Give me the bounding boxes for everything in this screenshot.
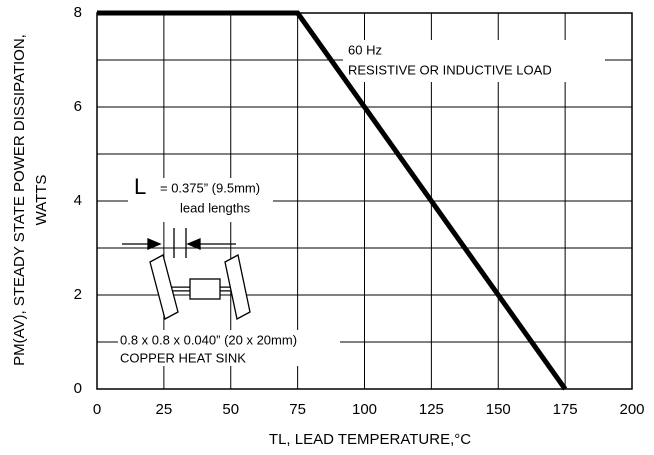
annotation: 0.8 x 0.8 x 0.040” (20 x 20mm): [120, 332, 297, 347]
x-tick-label: 200: [619, 401, 644, 418]
y-tick-label: 6: [74, 98, 82, 115]
y-tick-label: 0: [74, 380, 82, 397]
y-axis-title: PM(AV), STEADY STATE POWER DISSIPATION,: [11, 34, 28, 366]
y-tick-label: 8: [74, 4, 82, 21]
x-tick-label: 25: [156, 401, 173, 418]
x-tick-label: 175: [553, 401, 578, 418]
annotation-background: [128, 178, 273, 222]
annotation: lead lengths: [180, 200, 251, 215]
annotation-background: [118, 330, 340, 366]
annotation: 60 Hz: [348, 42, 382, 57]
annotation: = 0.375” (9.5mm): [160, 180, 260, 195]
x-tick-label: 100: [352, 401, 377, 418]
annotation-background: [343, 40, 605, 82]
annotation: L: [134, 174, 146, 199]
x-axis-title: TL, LEAD TEMPERATURE,°C: [269, 431, 471, 448]
x-tick-label: 0: [93, 401, 101, 418]
x-tick-label: 50: [222, 401, 239, 418]
x-tick-label: 150: [486, 401, 511, 418]
plot-border: [96, 12, 633, 390]
diode-diagram: [122, 228, 251, 320]
x-tick-label: 75: [289, 401, 306, 418]
annotation: COPPER HEAT SINK: [120, 350, 246, 365]
annotation: RESISTIVE OR INDUCTIVE LOAD: [348, 62, 552, 77]
y-tick-label: 4: [74, 192, 82, 209]
y-axis-title: WATTS: [33, 175, 50, 226]
y-tick-label: 2: [74, 286, 82, 303]
x-tick-label: 125: [419, 401, 444, 418]
